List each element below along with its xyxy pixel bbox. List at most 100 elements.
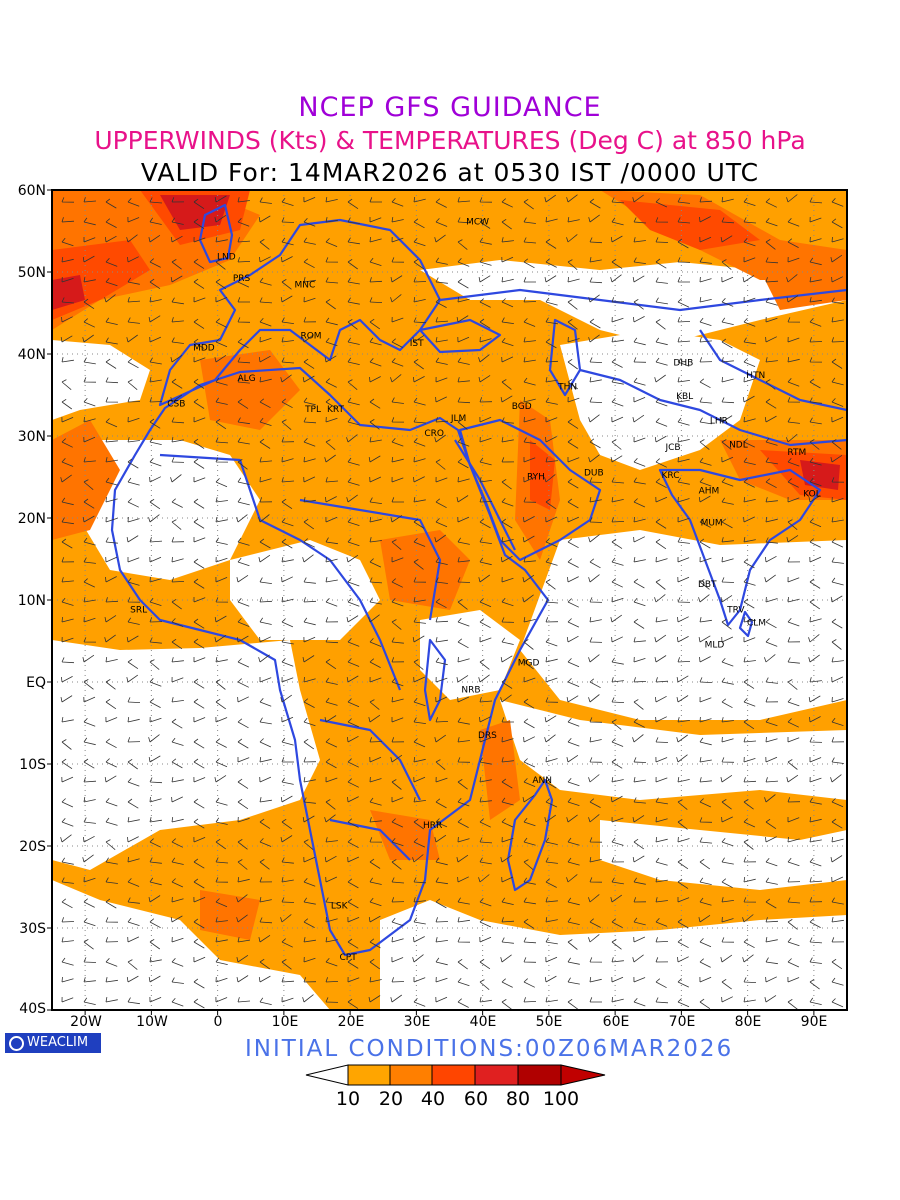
wind-barb: [127, 959, 138, 970]
wind-barb: [721, 677, 734, 685]
wind-barb: [303, 597, 317, 603]
station-label: CPT: [340, 953, 358, 963]
wind-barb: [457, 876, 469, 883]
wind-barb: [391, 316, 404, 323]
wind-barb: [369, 217, 382, 223]
wind-barb: [105, 337, 118, 345]
wind-barb: [567, 897, 580, 906]
wind-barb: [742, 954, 754, 963]
wind-barb: [523, 778, 536, 787]
wind-barb: [127, 737, 141, 743]
wind-barb: [589, 318, 601, 329]
wind-barb: [655, 776, 668, 783]
wind-barb: [302, 554, 314, 563]
wind-barb: [61, 438, 73, 448]
wind-barb: [435, 198, 447, 208]
wind-barb: [544, 474, 556, 483]
wind-barb: [149, 437, 162, 445]
wind-barb: [303, 797, 316, 804]
wind-barb: [457, 958, 468, 970]
wind-barb: [831, 517, 844, 523]
wind-barb: [83, 797, 96, 803]
wind-barb: [258, 654, 270, 663]
wind-barb: [457, 656, 470, 663]
wind-barb: [809, 236, 822, 243]
wind-barb: [83, 436, 96, 443]
wind-barb: [809, 378, 821, 389]
wind-barb: [831, 496, 844, 503]
wind-barb: [105, 317, 118, 325]
wind-barb: [435, 776, 448, 783]
wind-barb: [545, 297, 558, 306]
wind-barb: [61, 877, 74, 884]
wind-barb: [567, 319, 578, 330]
station-label: AHM: [699, 486, 720, 496]
wind-barb: [413, 497, 426, 503]
wind-barb: [677, 978, 689, 988]
axis-ticks: [47, 189, 815, 1015]
wind-barb: [523, 639, 534, 650]
wind-barb: [721, 298, 734, 307]
wind-barb: [303, 856, 316, 863]
wind-barb: [677, 397, 690, 403]
wind-barb: [215, 397, 228, 405]
wind-barb: [391, 338, 403, 348]
wind-barb: [588, 214, 600, 223]
wind-barb: [457, 937, 471, 943]
station-label: KOL: [803, 490, 821, 500]
wind-barb: [633, 656, 646, 663]
wind-barb: [809, 897, 823, 903]
wind-barb: [743, 698, 756, 707]
wind-barb: [171, 657, 184, 663]
wind-barb: [104, 775, 117, 783]
wind-barb: [743, 516, 755, 523]
wind-barb: [149, 659, 160, 670]
wind-barb: [479, 336, 492, 343]
wind-barb: [699, 998, 711, 1010]
wind-barb: [171, 936, 184, 943]
wind-barb: [193, 938, 205, 949]
wind-barb: [655, 677, 669, 683]
wind-barb: [457, 458, 469, 469]
wind-barb: [765, 398, 777, 409]
wind-barb: [787, 617, 800, 627]
wind-barb: [633, 976, 646, 983]
wind-barb: [391, 637, 404, 644]
station-label: THN: [557, 382, 577, 392]
wind-barb: [215, 556, 228, 563]
wind-barb: [390, 994, 403, 1003]
wind-barb: [655, 937, 669, 943]
wind-barb: [457, 476, 470, 483]
wind-barb: [721, 456, 734, 463]
wind-barb: [501, 999, 512, 1010]
wind-barb: [655, 496, 668, 503]
wind-barb: [281, 897, 295, 903]
wind-barb: [127, 297, 141, 303]
wind-barb: [60, 474, 72, 483]
wind-barb: [83, 557, 96, 564]
wind-barb: [61, 217, 75, 223]
wind-barb: [743, 876, 756, 883]
wind-barb: [302, 815, 315, 823]
wind-barb: [237, 738, 249, 749]
wind-barb: [215, 976, 228, 983]
wind-barb: [105, 437, 118, 443]
wind-barb: [237, 798, 249, 810]
wind-barb: [259, 997, 272, 1005]
wind-barb: [281, 419, 292, 431]
wind-barb: [347, 856, 360, 863]
wind-barb: [809, 578, 821, 589]
wind-barb: [435, 498, 447, 509]
wind-barb: [545, 377, 558, 383]
wind-barb: [391, 437, 404, 447]
wind-barb: [369, 699, 380, 710]
wind-barb: [259, 917, 273, 924]
wind-barb: [632, 275, 645, 283]
wind-barb: [214, 214, 227, 223]
station-label: ALG: [238, 374, 256, 384]
wind-barb: [809, 397, 822, 404]
wind-barb: [501, 437, 514, 443]
wind-barb: [633, 718, 645, 728]
wind-barb: [325, 897, 338, 904]
wind-barb: [545, 457, 558, 463]
